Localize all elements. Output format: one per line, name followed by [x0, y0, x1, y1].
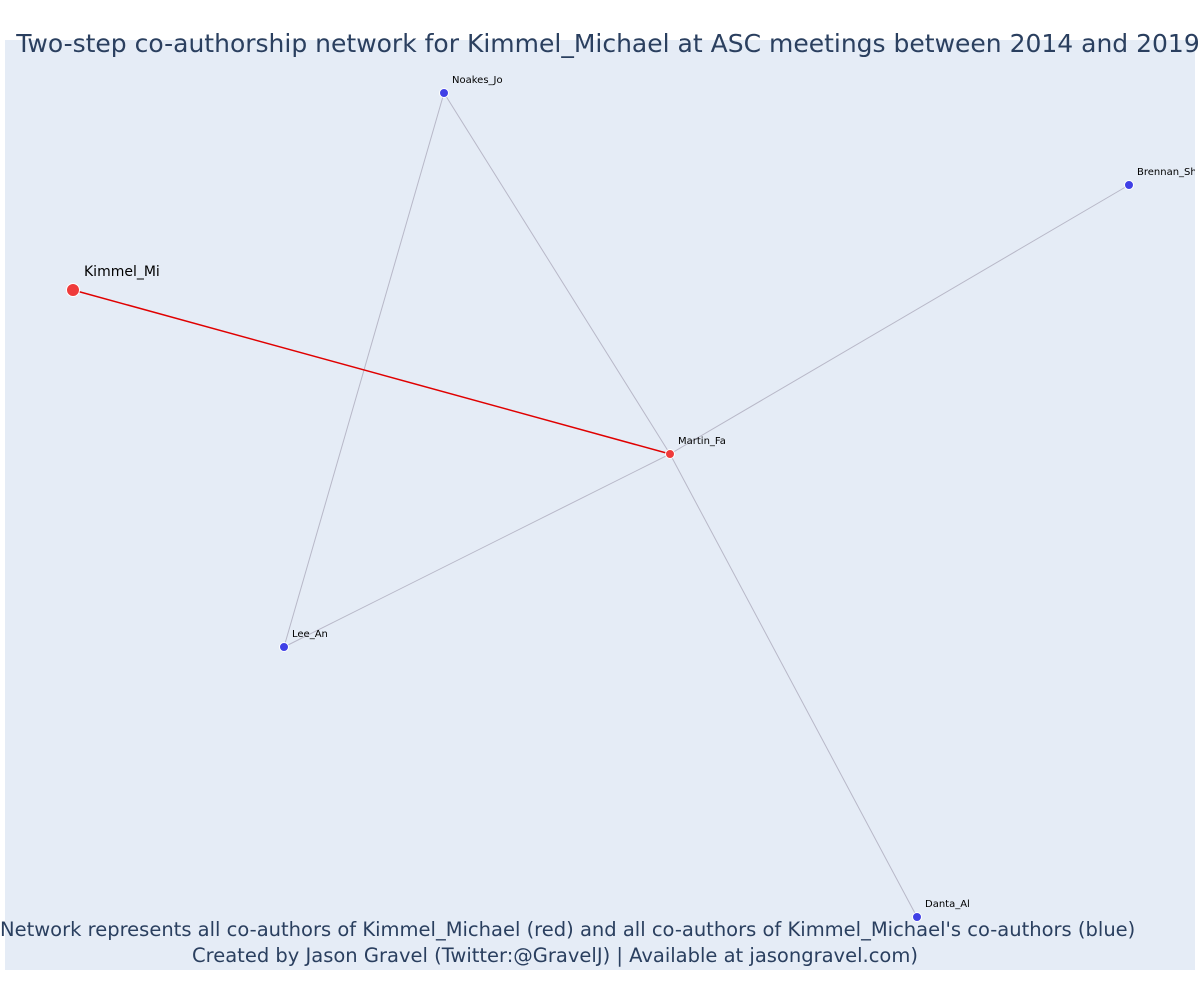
node-brennan[interactable]	[1124, 180, 1134, 190]
edge-danta-martin	[669, 453, 918, 918]
plot-background	[5, 40, 1195, 970]
edge-noakes-martin	[443, 92, 671, 455]
nodes-layer	[66, 88, 1134, 922]
edges-layer	[72, 92, 1130, 918]
node-label-kimmel: Kimmel_Mi	[84, 264, 160, 280]
node-noakes[interactable]	[439, 88, 449, 98]
caption-line-1: Network represents all co-authors of Kim…	[0, 918, 1136, 941]
chart-title: Two-step co-authorship network for Kimme…	[16, 29, 1200, 58]
node-label-brennan: Brennan_Sh	[1137, 167, 1195, 178]
node-label-martin: Martin_Fa	[678, 436, 726, 447]
labels-layer: Kimmel_Mi Martin_Fa Noakes_Jo Brennan_Sh Lee…	[84, 75, 1195, 910]
node-danta[interactable]	[912, 912, 922, 922]
node-kimmel[interactable]	[66, 283, 80, 297]
network-plot-area: Kimmel_Mi Martin_Fa Noakes_Jo Brennan_Sh Lee…	[5, 40, 1195, 970]
node-label-danta: Danta_Al	[925, 899, 970, 910]
node-lee[interactable]	[279, 642, 289, 652]
edge-kimmel-martin	[72, 289, 671, 455]
caption-line-2: Created by Jason Gravel (Twitter:@Gravel…	[192, 944, 918, 967]
node-martin[interactable]	[665, 449, 675, 459]
edge-brennan-martin	[669, 184, 1130, 455]
node-label-lee: Lee_An	[292, 629, 328, 640]
node-label-noakes: Noakes_Jo	[452, 75, 503, 86]
edge-lee-martin	[283, 453, 671, 648]
